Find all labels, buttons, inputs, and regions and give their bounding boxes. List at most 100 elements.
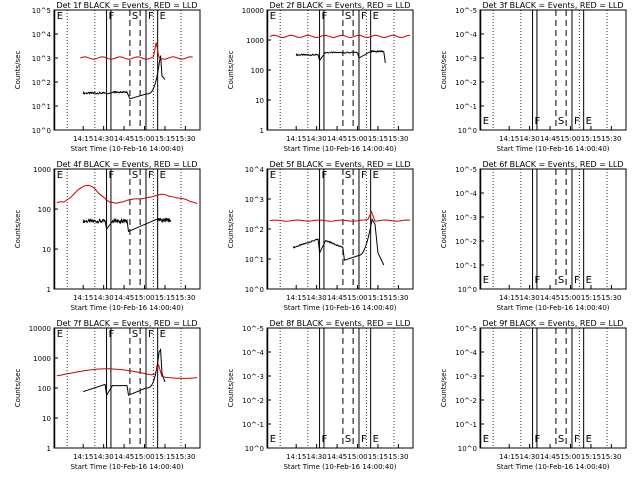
y-tick-label: 10^-3 — [242, 373, 264, 381]
x-tick-label: 14:15 — [286, 294, 306, 302]
x-tick-label: 15:15 — [368, 135, 388, 143]
y-tick-label: 10^0 — [32, 127, 51, 135]
x-axis-label: Start Time (10-Feb-16 14:00:40) — [496, 463, 609, 471]
flag-label: F — [322, 434, 328, 445]
flag-label: S — [132, 329, 138, 340]
flag-label: F — [148, 170, 154, 181]
series-line-events — [82, 217, 172, 233]
series-line-lld — [80, 42, 193, 60]
y-tick-label: 10^0 — [458, 445, 477, 453]
y-tick-label: 10^1 — [245, 256, 264, 264]
series-line-lld — [56, 363, 198, 379]
flag-label: S — [345, 11, 351, 22]
plot-frame — [479, 327, 627, 449]
x-tick-label: 15:00 — [134, 135, 154, 143]
x-tick-label: 15:15 — [155, 135, 175, 143]
x-tick-label: 14:30 — [94, 294, 114, 302]
y-tick-label: 10^-1 — [455, 103, 477, 111]
x-tick-label: 14:45 — [114, 135, 134, 143]
y-tick-label: 10^0 — [458, 127, 477, 135]
flag-label: F — [109, 170, 115, 181]
x-tick-label: 14:45 — [114, 294, 134, 302]
x-tick-label: 15:15 — [368, 453, 388, 461]
flag-label: S — [345, 170, 351, 181]
y-tick-label: 10^-2 — [455, 397, 477, 405]
flag-label: S — [132, 170, 138, 181]
x-tick-label: 14:30 — [307, 294, 327, 302]
y-tick-label: 10^4 — [245, 166, 265, 174]
y-axis-label: Counts/sec — [227, 51, 235, 90]
x-tick-label: 14:15 — [286, 453, 306, 461]
flag-label: E — [373, 170, 379, 181]
y-tick-label: 1000 — [33, 355, 51, 363]
flag-label: F — [361, 170, 367, 181]
series-line-events — [295, 49, 386, 63]
flag-label: F — [535, 116, 541, 127]
x-axis-label: Start Time (10-Feb-16 14:00:40) — [283, 463, 396, 471]
x-tick-label: 14:30 — [307, 453, 327, 461]
flag-label: F — [535, 275, 541, 286]
y-tick-label: 10^-3 — [455, 373, 477, 381]
x-axis-label: Start Time (10-Feb-16 14:00:40) — [496, 145, 609, 153]
x-tick-label: 15:15 — [581, 453, 601, 461]
flag-label: F — [148, 329, 154, 340]
x-tick-label: 15:30 — [388, 453, 408, 461]
plot-frame — [479, 168, 627, 290]
x-tick-label: 14:15 — [286, 135, 306, 143]
flag-label: E — [57, 329, 63, 340]
y-tick-label: 10^0 — [458, 286, 477, 294]
x-tick-label: 14:30 — [94, 135, 114, 143]
x-tick-label: 15:00 — [347, 453, 367, 461]
x-tick-label: 14:45 — [327, 135, 347, 143]
x-tick-label: 14:15 — [73, 294, 93, 302]
y-axis-label: Counts/sec — [14, 51, 22, 90]
panel-title: Det 2f BLACK = Events, RED = LLD — [269, 1, 410, 10]
y-tick-label: 10^-5 — [242, 325, 264, 333]
y-tick-label: 1 — [47, 286, 51, 294]
plot-frame — [266, 327, 414, 449]
flag-label: E — [586, 116, 592, 127]
panel-title: Det 4f BLACK = Events, RED = LLD — [56, 160, 197, 169]
flag-label: F — [361, 434, 367, 445]
series-line-events — [82, 55, 166, 100]
y-axis-label: Counts/sec — [440, 369, 448, 408]
x-tick-label: 15:00 — [134, 453, 154, 461]
flag-label: E — [586, 275, 592, 286]
y-tick-label: 10^2 — [32, 79, 51, 87]
y-tick-label: 10 — [42, 415, 51, 423]
flag-label: F — [574, 116, 580, 127]
flag-label: E — [373, 434, 379, 445]
y-tick-label: 10^-1 — [455, 262, 477, 270]
x-tick-label: 14:15 — [73, 453, 93, 461]
y-axis-label: Counts/sec — [14, 369, 22, 408]
panel-title: Det 6f BLACK = Events, RED = LLD — [482, 160, 623, 169]
x-tick-label: 15:00 — [560, 453, 580, 461]
series-line-lld — [269, 34, 411, 39]
y-tick-label: 10^3 — [32, 55, 51, 63]
x-tick-label: 15:30 — [601, 453, 621, 461]
y-tick-label: 10^-2 — [455, 79, 477, 87]
x-tick-label: 15:15 — [368, 294, 388, 302]
x-tick-label: 14:45 — [540, 294, 560, 302]
y-tick-label: 10^2 — [245, 226, 264, 234]
y-tick-label: 10^-1 — [242, 421, 264, 429]
y-tick-label: 10^-2 — [242, 397, 264, 405]
flag-label: F — [361, 11, 367, 22]
x-tick-label: 15:30 — [175, 135, 195, 143]
flag-label: E — [160, 329, 166, 340]
y-tick-label: 100 — [38, 385, 51, 393]
x-tick-label: 15:15 — [581, 294, 601, 302]
x-tick-label: 15:15 — [155, 294, 175, 302]
x-axis-label: Start Time (10-Feb-16 14:00:40) — [70, 463, 183, 471]
y-tick-label: 10^3 — [245, 196, 264, 204]
y-tick-label: 10000 — [242, 7, 264, 15]
y-tick-label: 10^-3 — [455, 214, 477, 222]
y-tick-label: 1 — [47, 445, 51, 453]
x-tick-label: 14:30 — [520, 453, 540, 461]
flag-label: F — [322, 11, 328, 22]
